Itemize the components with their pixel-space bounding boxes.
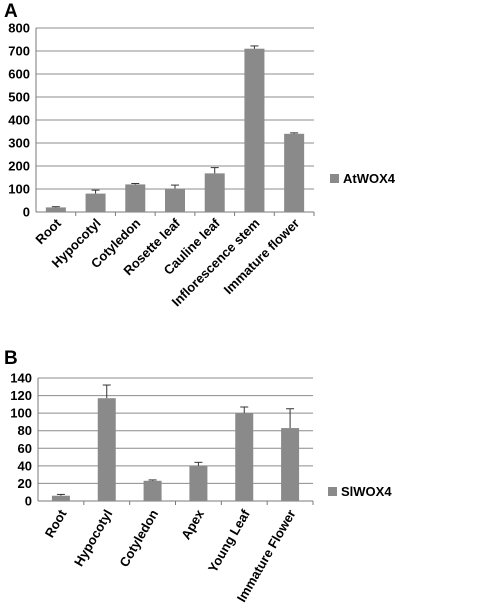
y-tick-label: 0 bbox=[25, 494, 32, 509]
y-tick-label: 100 bbox=[8, 182, 30, 197]
bar-cotyledon bbox=[125, 184, 146, 212]
y-tick-label: 600 bbox=[8, 67, 30, 82]
bar-root bbox=[51, 495, 70, 501]
legend-swatch bbox=[330, 174, 339, 183]
legend-label: AtWOX4 bbox=[343, 171, 396, 186]
bar-hypocotyl bbox=[85, 193, 106, 212]
y-tick-label: 400 bbox=[8, 113, 30, 128]
x-category-label: Root bbox=[32, 215, 64, 247]
bar-immature-flower bbox=[284, 133, 305, 212]
legend-label: SlWOX4 bbox=[341, 484, 392, 499]
bar-immature-flower bbox=[281, 428, 300, 501]
y-tick-label: 500 bbox=[8, 90, 30, 105]
bar-cauline-leaf bbox=[204, 173, 225, 212]
x-category-label: Root bbox=[42, 506, 70, 540]
y-tick-label: 200 bbox=[8, 159, 30, 174]
y-tick-label: 40 bbox=[18, 458, 32, 473]
bar-hypocotyl bbox=[97, 398, 116, 501]
bar-young-leaf bbox=[235, 413, 254, 501]
bar-root bbox=[45, 207, 66, 212]
panel-label: A bbox=[4, 1, 18, 22]
y-tick-label: 800 bbox=[8, 21, 30, 36]
y-tick-label: 80 bbox=[18, 423, 32, 438]
x-category-label: Cotyledon bbox=[116, 507, 161, 570]
panel-label: B bbox=[4, 348, 18, 369]
x-category-label: Immature flower bbox=[221, 216, 303, 298]
bar-cotyledon bbox=[143, 480, 162, 501]
y-tick-label: 140 bbox=[10, 371, 32, 386]
y-tick-label: 120 bbox=[10, 388, 32, 403]
y-tick-label: 700 bbox=[8, 44, 30, 59]
y-tick-label: 100 bbox=[10, 406, 32, 421]
y-tick-label: 20 bbox=[18, 476, 32, 491]
x-category-label: Hypocotyl bbox=[71, 507, 115, 569]
bar-apex bbox=[189, 465, 208, 501]
x-category-label: Apex bbox=[178, 506, 207, 542]
y-tick-label: 60 bbox=[18, 441, 32, 456]
legend-swatch bbox=[328, 487, 337, 496]
bar-inflorescence-stem bbox=[244, 48, 265, 213]
chart-panel-a: A0100200300400500600700800RootHypocotylC… bbox=[4, 1, 396, 309]
x-category-label: Young Leaf bbox=[205, 506, 253, 575]
bar-rosette-leaf bbox=[165, 188, 185, 212]
chart-panel-b: B 0 20 40 60 80 100 120 140 Root Hypocotyl Cotyledo… bbox=[4, 348, 392, 605]
y-tick-label: 300 bbox=[8, 136, 30, 151]
y-tick-label: 0 bbox=[23, 205, 30, 220]
